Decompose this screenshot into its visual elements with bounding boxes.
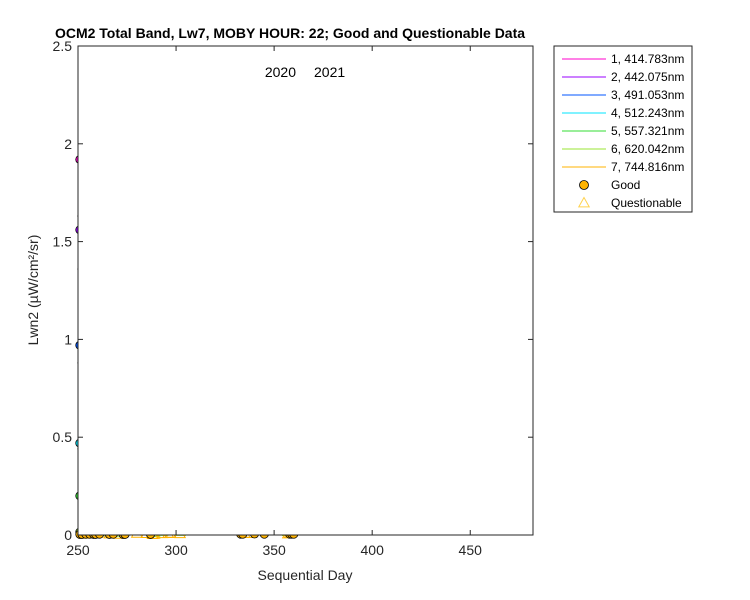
legend-entry: 1, 414.783nm [611, 52, 684, 66]
legend-entry: 7, 744.816nm [611, 160, 684, 174]
x-tick-label: 350 [262, 542, 286, 558]
legend-entry: 5, 557.321nm [611, 124, 684, 138]
x-tick-label: 250 [66, 542, 90, 558]
legend-entry: Good [611, 178, 640, 192]
legend-entry: 6, 620.042nm [611, 142, 684, 156]
legend-marker-good [579, 180, 589, 190]
year-label-left: 2020 [265, 64, 296, 80]
legend: 1, 414.783nm 2, 442.075nm 3, 491.053nm 4, 5… [553, 45, 693, 213]
x-tick-label: 300 [164, 542, 188, 558]
y-tick-label: 2 [64, 136, 72, 152]
x-tick-label: 450 [459, 542, 483, 558]
y-tick-label: 1 [64, 331, 72, 347]
y-tick-label: 0.5 [53, 429, 73, 445]
y-tick-label: 2.5 [53, 38, 73, 54]
legend-entry: 2, 442.075nm [611, 70, 684, 84]
chart-title: OCM2 Total Band, Lw7, MOBY HOUR: 22; Goo… [55, 25, 525, 41]
x-axis-label: Sequential Day [258, 567, 353, 583]
y-tick-label: 0 [64, 527, 72, 543]
plot-frame [77, 45, 534, 536]
legend-entry: 3, 491.053nm [611, 88, 684, 102]
y-axis-label: Lwn2 (µW/cm²/sr) [25, 235, 41, 346]
year-label-right: 2021 [314, 64, 345, 80]
legend-marker-questionable [577, 196, 591, 208]
legend-box [553, 45, 693, 213]
x-tick-label: 400 [361, 542, 385, 558]
legend-entry: 4, 512.243nm [611, 106, 684, 120]
axes: 250 300 350 400 450 0 0.5 1 1.5 2 2.5 [53, 38, 534, 558]
y-tick-label: 1.5 [53, 234, 73, 250]
legend-entry: Questionable [611, 196, 682, 210]
